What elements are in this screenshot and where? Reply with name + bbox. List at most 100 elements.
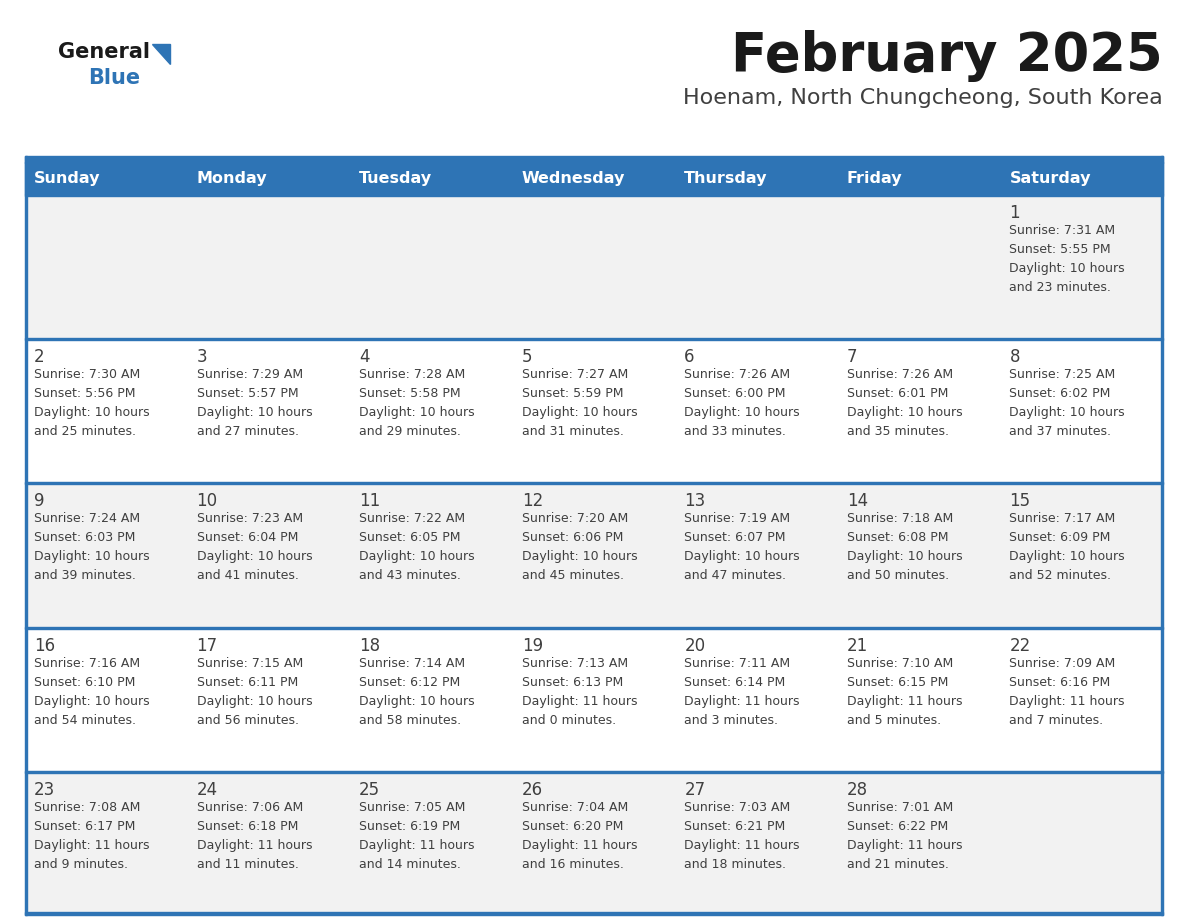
Text: Daylight: 10 hours: Daylight: 10 hours	[359, 551, 475, 564]
Text: Sunrise: 7:16 AM: Sunrise: 7:16 AM	[34, 656, 140, 669]
Text: Sunset: 6:17 PM: Sunset: 6:17 PM	[34, 820, 135, 833]
Bar	[25, 482, 1163, 627]
Text: Daylight: 11 hours: Daylight: 11 hours	[684, 839, 800, 852]
Text: Thursday: Thursday	[684, 171, 767, 185]
Bar	[25, 194, 1163, 196]
Text: and 11 minutes.: and 11 minutes.	[196, 857, 298, 871]
Text: 20: 20	[684, 636, 706, 655]
Text: 21: 21	[847, 636, 868, 655]
Text: 5: 5	[522, 348, 532, 366]
Text: and 52 minutes.: and 52 minutes.	[1010, 569, 1112, 582]
Text: Sunrise: 7:31 AM: Sunrise: 7:31 AM	[1010, 224, 1116, 237]
Text: Daylight: 10 hours: Daylight: 10 hours	[359, 695, 475, 708]
Text: Daylight: 10 hours: Daylight: 10 hours	[359, 406, 475, 420]
Text: Daylight: 10 hours: Daylight: 10 hours	[1010, 406, 1125, 420]
Text: 16: 16	[34, 636, 55, 655]
Text: Sunset: 5:57 PM: Sunset: 5:57 PM	[196, 387, 298, 400]
Text: Sunrise: 7:17 AM: Sunrise: 7:17 AM	[1010, 512, 1116, 525]
Text: Daylight: 11 hours: Daylight: 11 hours	[196, 839, 312, 852]
Text: and 23 minutes.: and 23 minutes.	[1010, 281, 1111, 294]
Text: February 2025: February 2025	[732, 30, 1163, 82]
Text: General: General	[58, 42, 150, 62]
Text: Sunset: 6:16 PM: Sunset: 6:16 PM	[1010, 676, 1111, 688]
Text: 28: 28	[847, 781, 868, 799]
Text: Sunrise: 7:04 AM: Sunrise: 7:04 AM	[522, 800, 628, 813]
Text: Sunset: 5:58 PM: Sunset: 5:58 PM	[359, 387, 461, 400]
Bar	[1161, 156, 1163, 915]
Text: Daylight: 10 hours: Daylight: 10 hours	[522, 551, 637, 564]
Text: 24: 24	[196, 781, 217, 799]
Text: Sunset: 5:59 PM: Sunset: 5:59 PM	[522, 387, 624, 400]
Text: Daylight: 11 hours: Daylight: 11 hours	[847, 695, 962, 708]
Text: and 43 minutes.: and 43 minutes.	[359, 569, 461, 582]
Text: 13: 13	[684, 492, 706, 510]
Text: Sunset: 5:55 PM: Sunset: 5:55 PM	[1010, 243, 1111, 256]
Text: 17: 17	[196, 636, 217, 655]
Text: Sunset: 6:09 PM: Sunset: 6:09 PM	[1010, 532, 1111, 544]
Bar	[25, 771, 1163, 915]
Text: Sunset: 6:03 PM: Sunset: 6:03 PM	[34, 532, 135, 544]
Text: and 37 minutes.: and 37 minutes.	[1010, 425, 1112, 438]
Text: Daylight: 11 hours: Daylight: 11 hours	[684, 695, 800, 708]
Text: and 27 minutes.: and 27 minutes.	[196, 425, 298, 438]
Text: and 41 minutes.: and 41 minutes.	[196, 569, 298, 582]
Text: Friday: Friday	[847, 171, 903, 185]
Text: Sunrise: 7:06 AM: Sunrise: 7:06 AM	[196, 800, 303, 813]
Text: and 54 minutes.: and 54 minutes.	[34, 713, 135, 727]
Text: Sunset: 6:18 PM: Sunset: 6:18 PM	[196, 820, 298, 833]
Text: Sunset: 6:14 PM: Sunset: 6:14 PM	[684, 676, 785, 688]
Text: Tuesday: Tuesday	[359, 171, 432, 185]
Text: 11: 11	[359, 492, 380, 510]
Text: Sunrise: 7:30 AM: Sunrise: 7:30 AM	[34, 368, 140, 381]
Text: Sunrise: 7:26 AM: Sunrise: 7:26 AM	[684, 368, 790, 381]
Text: Sunrise: 7:18 AM: Sunrise: 7:18 AM	[847, 512, 953, 525]
Text: 25: 25	[359, 781, 380, 799]
Text: Sunset: 6:01 PM: Sunset: 6:01 PM	[847, 387, 948, 400]
Text: Daylight: 11 hours: Daylight: 11 hours	[847, 839, 962, 852]
Bar	[25, 338, 1163, 341]
Text: 7: 7	[847, 348, 858, 366]
Text: Sunset: 6:10 PM: Sunset: 6:10 PM	[34, 676, 135, 688]
Text: Sunset: 6:22 PM: Sunset: 6:22 PM	[847, 820, 948, 833]
Text: Wednesday: Wednesday	[522, 171, 625, 185]
Text: Sunset: 6:20 PM: Sunset: 6:20 PM	[522, 820, 623, 833]
Bar	[25, 156, 27, 915]
Text: Sunset: 6:00 PM: Sunset: 6:00 PM	[684, 387, 785, 400]
Text: Daylight: 11 hours: Daylight: 11 hours	[1010, 695, 1125, 708]
Text: 27: 27	[684, 781, 706, 799]
Text: Sunrise: 7:25 AM: Sunrise: 7:25 AM	[1010, 368, 1116, 381]
Text: Sunrise: 7:24 AM: Sunrise: 7:24 AM	[34, 512, 140, 525]
Bar	[25, 771, 1163, 773]
Text: Sunset: 6:13 PM: Sunset: 6:13 PM	[522, 676, 623, 688]
Text: 26: 26	[522, 781, 543, 799]
Text: Sunrise: 7:23 AM: Sunrise: 7:23 AM	[196, 512, 303, 525]
Text: 18: 18	[359, 636, 380, 655]
Bar	[25, 627, 1163, 771]
Text: 15: 15	[1010, 492, 1030, 510]
Bar	[25, 482, 1163, 485]
Text: Daylight: 10 hours: Daylight: 10 hours	[196, 406, 312, 420]
Text: and 16 minutes.: and 16 minutes.	[522, 857, 624, 871]
Text: and 50 minutes.: and 50 minutes.	[847, 569, 949, 582]
Text: 23: 23	[34, 781, 56, 799]
Text: and 25 minutes.: and 25 minutes.	[34, 425, 135, 438]
Text: Sunrise: 7:22 AM: Sunrise: 7:22 AM	[359, 512, 466, 525]
Text: Daylight: 11 hours: Daylight: 11 hours	[359, 839, 475, 852]
Text: Sunrise: 7:11 AM: Sunrise: 7:11 AM	[684, 656, 790, 669]
Text: 4: 4	[359, 348, 369, 366]
Text: Daylight: 11 hours: Daylight: 11 hours	[522, 695, 637, 708]
Text: Hoenam, North Chungcheong, South Korea: Hoenam, North Chungcheong, South Korea	[683, 88, 1163, 108]
Text: Daylight: 10 hours: Daylight: 10 hours	[196, 695, 312, 708]
Text: Daylight: 10 hours: Daylight: 10 hours	[34, 695, 150, 708]
Text: Daylight: 10 hours: Daylight: 10 hours	[34, 551, 150, 564]
Text: and 14 minutes.: and 14 minutes.	[359, 857, 461, 871]
Text: Blue: Blue	[88, 68, 140, 88]
Text: Sunrise: 7:26 AM: Sunrise: 7:26 AM	[847, 368, 953, 381]
Bar	[1000, 162, 1163, 194]
Text: and 58 minutes.: and 58 minutes.	[359, 713, 461, 727]
Text: and 21 minutes.: and 21 minutes.	[847, 857, 949, 871]
Text: Sunset: 6:19 PM: Sunset: 6:19 PM	[359, 820, 461, 833]
Bar	[675, 162, 838, 194]
Text: Sunrise: 7:28 AM: Sunrise: 7:28 AM	[359, 368, 466, 381]
Text: Daylight: 10 hours: Daylight: 10 hours	[847, 406, 962, 420]
